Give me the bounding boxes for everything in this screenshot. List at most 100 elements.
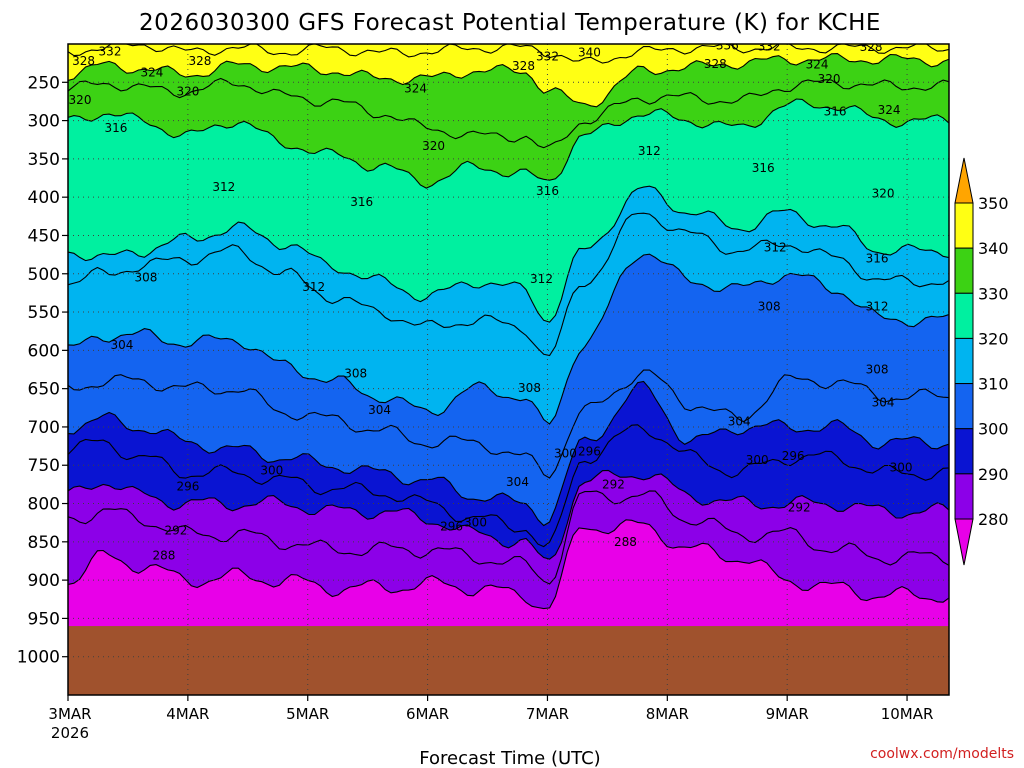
contour-line <box>68 253 949 425</box>
x-tick-label: 4MAR <box>166 705 209 723</box>
colorbar-tick-label: 340 <box>978 239 1009 258</box>
contour-label: 296 <box>176 480 199 494</box>
colorbar-tick-label: 320 <box>978 329 1009 348</box>
y-tick-label: 450 <box>28 226 60 246</box>
contour-label: 300 <box>554 447 577 461</box>
colorbar-segment <box>954 292 974 339</box>
contour-label: 308 <box>344 366 367 380</box>
colorbar-tick-label: 310 <box>978 375 1009 394</box>
contour-label: 316 <box>752 161 775 175</box>
y-tick-label: 900 <box>28 571 60 591</box>
contour-label: 292 <box>602 477 625 491</box>
y-tick-label: 600 <box>28 341 60 361</box>
contour-line <box>68 44 949 64</box>
x-tick-label: 10MAR <box>881 705 934 723</box>
y-tick-label: 250 <box>28 73 60 93</box>
y-tick-label: 700 <box>28 418 60 438</box>
y-axis: 250 300 350 400 450 500 550 600 650 700 750 800 850 9… <box>17 73 68 668</box>
contour-label: 320 <box>176 85 199 99</box>
y-tick-label: 750 <box>28 456 60 476</box>
colorbar-tick-label: 350 <box>978 194 1009 213</box>
contour-line <box>68 519 949 610</box>
contour-label: 304 <box>728 415 751 429</box>
contour-label: 288 <box>614 535 637 549</box>
y-tick-label: 650 <box>28 380 60 400</box>
contour-label: 324 <box>806 58 829 72</box>
contour-label: 300 <box>890 461 913 475</box>
contour-line <box>68 53 949 108</box>
contour-line <box>68 98 949 189</box>
contour-label: 312 <box>212 180 235 194</box>
contour-line <box>68 185 949 323</box>
contour-line <box>68 469 949 560</box>
contour-label: 328 <box>188 54 211 68</box>
contour-line <box>68 369 949 479</box>
contour-line <box>68 212 949 357</box>
contour-label: 316 <box>350 195 373 209</box>
contour-label: 312 <box>638 144 661 158</box>
contour-label: 316 <box>866 251 889 265</box>
x-tick-label: 3MAR <box>48 705 91 723</box>
y-tick-label: 850 <box>28 533 60 553</box>
contour-line <box>68 77 949 149</box>
x-tick-label: 5MAR <box>286 705 329 723</box>
credit-text: coolwx.com/modelts <box>870 746 1014 762</box>
x-tick-label: 9MAR <box>766 705 809 723</box>
contour-label: 332 <box>99 45 122 59</box>
contour-line <box>68 380 949 527</box>
chart-title: 2026030300 GFS Forecast Potential Temper… <box>139 10 881 36</box>
y-tick-label: 500 <box>28 265 60 285</box>
contour-label: 308 <box>758 300 781 314</box>
colorbar-tick-label: 330 <box>978 284 1009 303</box>
contour-label: 328 <box>72 54 95 68</box>
terrain-fill <box>68 626 949 695</box>
grid-lines <box>68 44 949 695</box>
contour-label: 328 <box>860 40 883 54</box>
contour-label: 304 <box>872 395 895 409</box>
contour-label: 288 <box>152 549 175 563</box>
contour-label: 296 <box>782 449 805 463</box>
y-tick-label: 400 <box>28 188 60 208</box>
contour-label: 296 <box>440 520 463 534</box>
contour-label: 316 <box>104 121 127 135</box>
colorbar-segment <box>954 473 974 520</box>
colorbar-arrow-top <box>954 157 974 204</box>
colorbar-segment <box>954 202 974 249</box>
contour-label: 312 <box>530 272 553 286</box>
terrain <box>68 626 949 695</box>
colorbar-segment <box>954 337 974 385</box>
colorbar-segment <box>954 428 974 475</box>
contour-label: 300 <box>260 464 283 478</box>
colorbar-tick-label: 300 <box>978 420 1009 439</box>
colorbar-tick-label: 280 <box>978 510 1009 529</box>
contour-label: 296 <box>578 444 601 458</box>
x-tick-label: 7MAR <box>526 705 569 723</box>
contour-label: 328 <box>512 59 535 73</box>
y-tick-label: 300 <box>28 112 60 132</box>
colorbar-segment <box>954 383 974 430</box>
contour-label: 324 <box>404 81 427 95</box>
contour-label: 292 <box>788 500 811 514</box>
contour-label: 340 <box>578 45 601 59</box>
temperature-bands <box>68 44 949 695</box>
contour-label: 308 <box>866 363 889 377</box>
contour-label: 332 <box>536 49 559 63</box>
colorbar: 350 340 330 320 310 300 290 280 <box>954 157 1009 566</box>
contour-label: 304 <box>110 338 133 352</box>
plot-frame <box>67 43 950 696</box>
contour-label: 316 <box>824 104 847 118</box>
y-tick-label: 800 <box>28 495 60 515</box>
contour-lines <box>68 44 949 610</box>
contour-label: 304 <box>506 475 529 489</box>
contour-label: 316 <box>536 184 559 198</box>
contour-label: 332 <box>758 39 781 53</box>
contour-label: 324 <box>878 103 901 117</box>
colorbar-arrow-bottom <box>954 518 974 566</box>
contour-label: 292 <box>164 523 187 537</box>
contour-line <box>68 424 949 548</box>
contour-label: 320 <box>872 186 895 200</box>
x-tick-label: 8MAR <box>646 705 689 723</box>
